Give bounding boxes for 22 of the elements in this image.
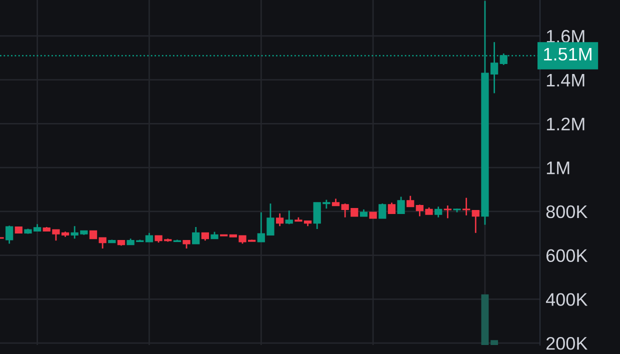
candlestick [378, 202, 386, 220]
candlestick [406, 195, 414, 208]
y-tick-label: 800K [546, 205, 588, 218]
candlestick [434, 206, 442, 218]
candlestick [98, 236, 106, 250]
candlestick [397, 196, 405, 214]
y-tick-label: 1.4M [546, 74, 584, 86]
y-tick-label: 400K [546, 293, 588, 306]
y-tick-label: 1M [546, 162, 570, 174]
candlestick [276, 212, 284, 227]
candlestick [388, 202, 396, 214]
candlestick [462, 197, 470, 216]
candlestick [444, 204, 452, 219]
y-tick-label: 1.6M [546, 30, 584, 43]
ref-line-label: 1.51M [544, 48, 592, 61]
candlestick [6, 224, 14, 244]
y-tick-label: 1.2M [546, 118, 584, 130]
candlestick [285, 210, 293, 225]
candlestick [472, 210, 480, 234]
candlestick [192, 226, 200, 245]
y-tick-label: 200K [546, 336, 588, 350]
y-tick-label: 600K [546, 249, 588, 262]
